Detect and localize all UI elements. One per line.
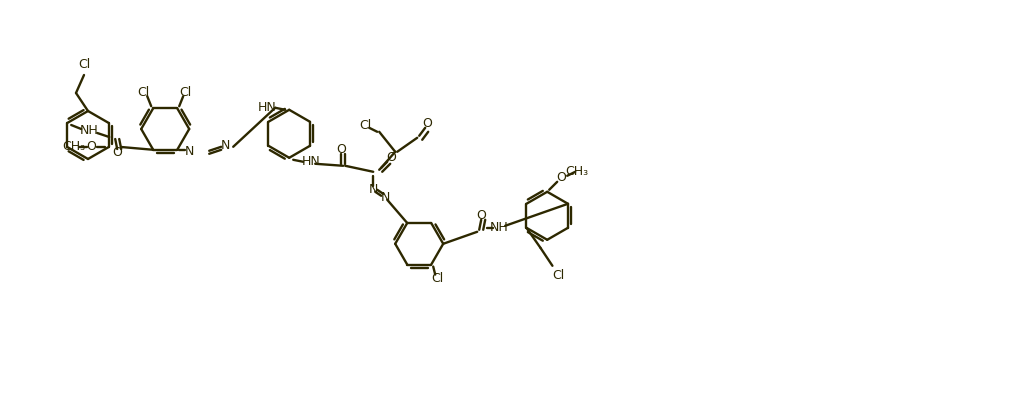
Text: N: N — [381, 191, 390, 204]
Text: Cl: Cl — [179, 86, 191, 99]
Text: CH₃: CH₃ — [566, 165, 589, 178]
Text: O: O — [112, 146, 122, 159]
Text: N: N — [220, 139, 230, 152]
Text: O: O — [557, 171, 567, 184]
Text: O: O — [86, 141, 96, 154]
Text: NH: NH — [490, 221, 509, 234]
Text: N: N — [369, 183, 378, 196]
Text: Cl: Cl — [552, 269, 565, 282]
Text: Cl: Cl — [78, 59, 90, 72]
Text: O: O — [422, 117, 432, 130]
Text: O: O — [386, 151, 396, 164]
Text: Cl: Cl — [431, 272, 443, 285]
Text: O: O — [477, 209, 486, 222]
Text: N: N — [185, 145, 194, 158]
Text: NH: NH — [80, 124, 99, 138]
Text: O: O — [336, 143, 346, 156]
Text: Cl: Cl — [137, 86, 149, 99]
Text: HN: HN — [258, 101, 277, 114]
Text: Cl: Cl — [360, 119, 372, 132]
Text: CH₃: CH₃ — [63, 141, 86, 154]
Text: HN: HN — [302, 155, 320, 168]
